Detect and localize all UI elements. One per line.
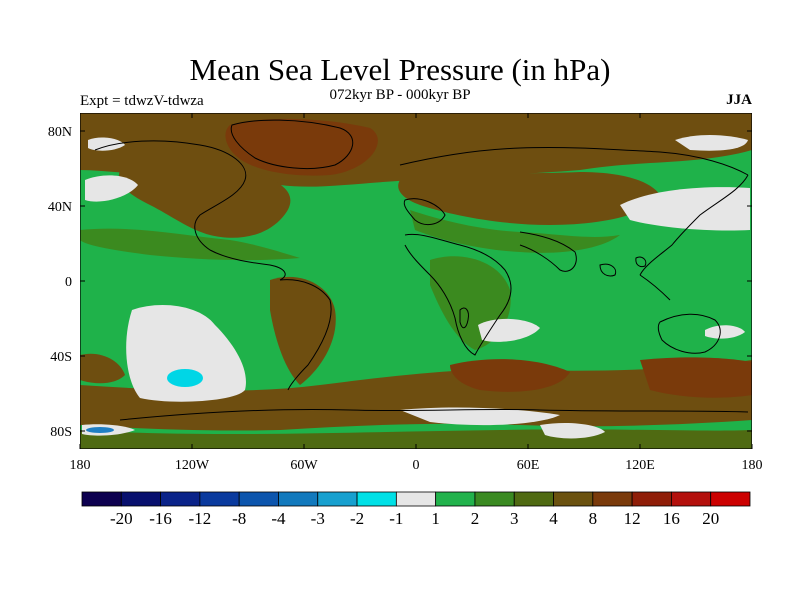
colorbar-swatch xyxy=(474,491,515,507)
colorbar-swatch xyxy=(317,491,358,507)
lat-label: 80S xyxy=(50,425,72,440)
colorbar-swatch xyxy=(120,491,161,507)
colorbar-label: -4 xyxy=(271,509,286,528)
southwest-pacific-high xyxy=(640,357,752,398)
colorbar-label: -8 xyxy=(232,509,246,528)
colorbar-label: 12 xyxy=(624,509,641,528)
lon-label: 120E xyxy=(625,458,655,473)
colorbar-label: 16 xyxy=(663,509,680,528)
colorbar xyxy=(81,491,751,507)
lon-label: 120W xyxy=(175,458,210,473)
lat-label: 40S xyxy=(50,350,72,365)
colorbar-label: -3 xyxy=(311,509,325,528)
bering-low xyxy=(675,135,748,151)
colorbar-swatch xyxy=(278,491,319,507)
eurasia-high xyxy=(398,172,660,225)
lon-label: 60W xyxy=(290,458,318,473)
colorbar-label: -12 xyxy=(189,509,212,528)
colorbar-swatch xyxy=(81,491,122,507)
colorbar-label: -20 xyxy=(110,509,133,528)
colorbar-label: 20 xyxy=(702,509,719,528)
antarctic-low-core xyxy=(86,427,114,433)
antarctic-low-1 xyxy=(400,407,560,426)
south-pacific-low xyxy=(126,305,246,402)
lon-label: 180 xyxy=(70,458,91,473)
colorbar-label: -1 xyxy=(389,509,403,528)
colorbar-label: -2 xyxy=(350,509,364,528)
colorbar-swatch xyxy=(671,491,712,507)
northwest-pacific-low xyxy=(620,187,750,231)
colorbar-swatch xyxy=(553,491,594,507)
colorbar-swatch xyxy=(395,491,437,507)
south-pacific-low-core xyxy=(167,369,203,387)
season-label: JJA xyxy=(726,92,752,108)
north-pacific-band xyxy=(80,228,300,261)
colorbar-swatch xyxy=(513,491,554,507)
mid-latitude-band xyxy=(410,210,620,253)
lon-label: 180 xyxy=(742,458,763,473)
pressure-field xyxy=(80,113,752,449)
colorbar-label: 1 xyxy=(431,509,440,528)
south-indian-high xyxy=(450,359,570,392)
colorbar-label: 8 xyxy=(589,509,598,528)
longitude-axis: 180 120W 60W 0 60E 120E 180 xyxy=(70,113,763,473)
colorbar-labels: -20 -16 -12 -8 -4 -3 -2 -1 1 2 3 4 8 12 16 20 xyxy=(110,509,719,528)
lat-label: 40N xyxy=(48,200,72,215)
colorbar-swatch xyxy=(160,491,201,507)
arctic-low xyxy=(88,137,125,151)
north-america-high xyxy=(119,163,291,238)
subtitle: 072kyr BP - 000kyr BP xyxy=(329,87,471,103)
page-title: Mean Sea Level Pressure (in hPa) xyxy=(189,52,611,87)
lat-label: 0 xyxy=(65,275,72,290)
latitude-axis: 80N 40N 0 40S 80S xyxy=(48,125,752,440)
colorbar-label: -16 xyxy=(149,509,172,528)
colorbar-swatch xyxy=(710,491,751,507)
colorbar-swatch xyxy=(631,491,672,507)
colorbar-swatch xyxy=(435,491,476,507)
colorbar-label: 4 xyxy=(549,509,558,528)
colorbar-swatch xyxy=(356,491,397,507)
colorbar-swatch xyxy=(238,491,279,507)
colorbar-label: 2 xyxy=(471,509,480,528)
tasman-low xyxy=(705,325,745,339)
colorbar-swatch xyxy=(592,491,633,507)
lat-label: 80N xyxy=(48,125,72,140)
colorbar-swatch xyxy=(199,491,240,507)
lon-label: 60E xyxy=(517,458,540,473)
experiment-label: Expt = tdwzV-tdwza xyxy=(80,93,204,109)
southern-ocean-high xyxy=(80,360,752,431)
coastlines xyxy=(94,119,749,421)
colorbar-label: 3 xyxy=(510,509,519,528)
antarctic-low-2 xyxy=(540,422,605,439)
south-america-high xyxy=(270,276,336,385)
lon-label: 0 xyxy=(413,458,420,473)
north-pacific-low xyxy=(85,175,138,202)
south-pacific-brown xyxy=(80,353,125,384)
